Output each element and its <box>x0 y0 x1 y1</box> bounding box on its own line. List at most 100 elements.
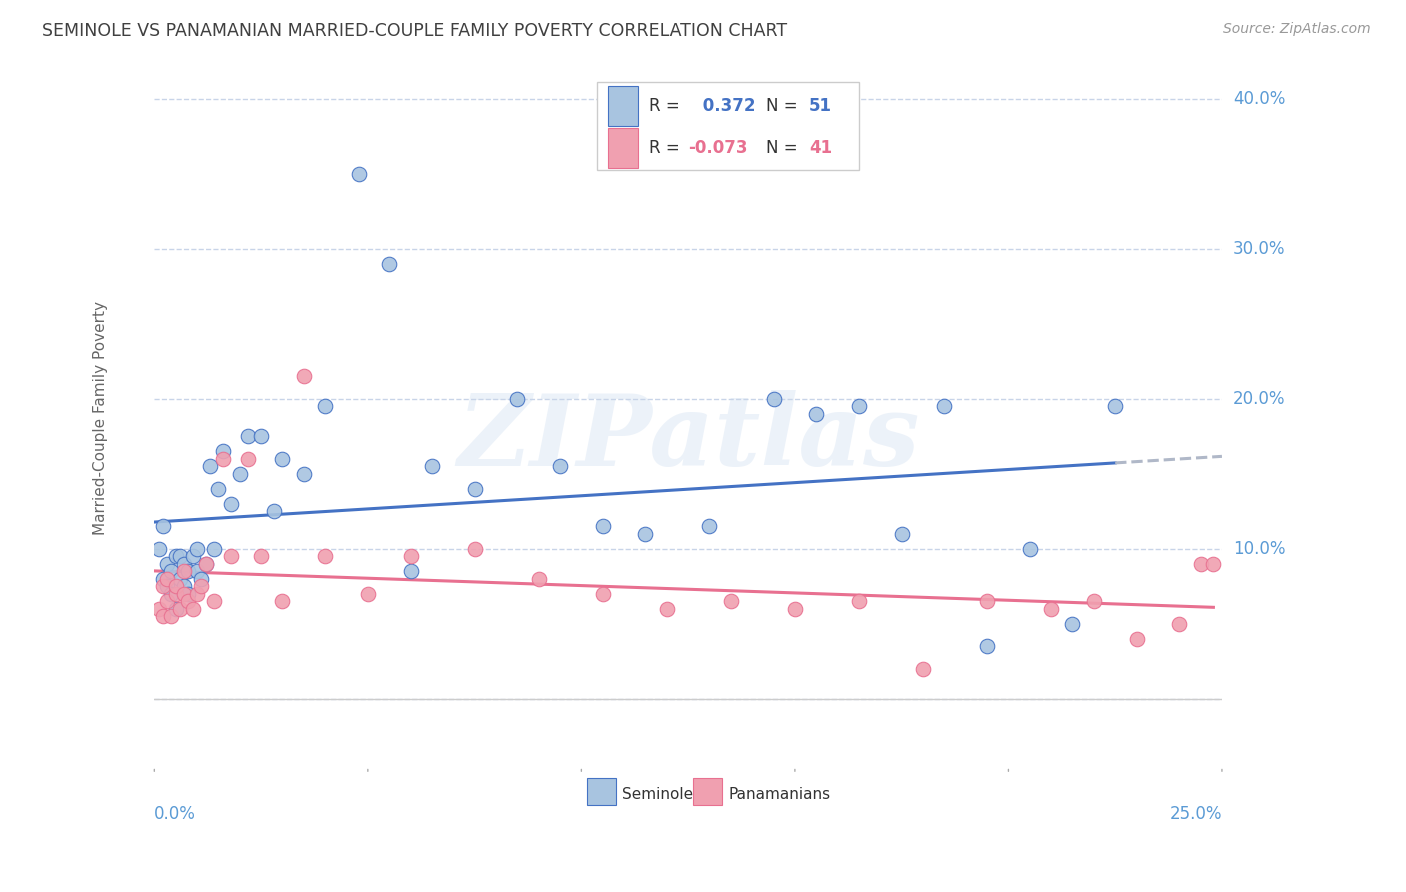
Text: 0.372: 0.372 <box>696 97 755 115</box>
Point <box>314 549 336 564</box>
Point <box>848 399 870 413</box>
Point <box>198 459 221 474</box>
Point <box>211 451 233 466</box>
Point <box>357 587 380 601</box>
Point <box>464 482 486 496</box>
Text: N =: N = <box>766 97 803 115</box>
Point <box>219 549 242 564</box>
Point <box>202 594 225 608</box>
Point <box>186 541 208 556</box>
Point <box>169 572 191 586</box>
Point <box>173 579 195 593</box>
Point <box>1040 602 1063 616</box>
Point <box>399 549 422 564</box>
Point <box>548 459 571 474</box>
Point <box>1189 557 1212 571</box>
Point <box>1202 557 1225 571</box>
Point <box>211 444 233 458</box>
Point <box>592 519 614 533</box>
Text: Married-Couple Family Poverty: Married-Couple Family Poverty <box>93 301 108 534</box>
Point <box>699 519 721 533</box>
Point <box>420 459 443 474</box>
FancyBboxPatch shape <box>693 779 723 805</box>
Text: Source: ZipAtlas.com: Source: ZipAtlas.com <box>1223 22 1371 37</box>
Point <box>173 565 195 579</box>
Point <box>399 565 422 579</box>
Point <box>976 594 998 608</box>
Point <box>181 549 204 564</box>
Point <box>720 594 742 608</box>
Point <box>1168 617 1191 632</box>
Point <box>152 579 174 593</box>
Point <box>1104 399 1126 413</box>
Point <box>181 602 204 616</box>
Text: 10.0%: 10.0% <box>1233 540 1285 558</box>
Text: Panamanians: Panamanians <box>728 787 831 802</box>
Point <box>634 527 657 541</box>
Point <box>186 565 208 579</box>
Point <box>177 594 200 608</box>
Text: 41: 41 <box>808 139 832 157</box>
Point <box>655 602 678 616</box>
Point <box>173 557 195 571</box>
Point <box>292 467 315 481</box>
Point <box>165 602 187 616</box>
Text: 20.0%: 20.0% <box>1233 390 1285 408</box>
Point <box>263 504 285 518</box>
Point <box>292 369 315 384</box>
Point <box>207 482 229 496</box>
Text: SEMINOLE VS PANAMANIAN MARRIED-COUPLE FAMILY POVERTY CORRELATION CHART: SEMINOLE VS PANAMANIAN MARRIED-COUPLE FA… <box>42 22 787 40</box>
Point <box>911 662 934 676</box>
Point <box>165 549 187 564</box>
Point <box>464 541 486 556</box>
FancyBboxPatch shape <box>607 86 638 127</box>
Text: 40.0%: 40.0% <box>1233 89 1285 108</box>
Point <box>219 497 242 511</box>
Point <box>806 407 828 421</box>
Point <box>1083 594 1105 608</box>
Point <box>173 587 195 601</box>
Point <box>228 467 250 481</box>
Point <box>156 579 179 593</box>
Point <box>934 399 956 413</box>
Point <box>194 557 217 571</box>
Point <box>156 572 179 586</box>
Text: 0.0%: 0.0% <box>155 805 197 823</box>
Text: ZIPatlas: ZIPatlas <box>457 390 920 487</box>
Text: N =: N = <box>766 139 803 157</box>
Point <box>378 257 401 271</box>
Point <box>349 167 371 181</box>
Point <box>848 594 870 608</box>
Point <box>238 429 260 443</box>
Point <box>592 587 614 601</box>
Text: 51: 51 <box>808 97 832 115</box>
Point <box>250 549 273 564</box>
Point <box>527 572 550 586</box>
Point <box>169 549 191 564</box>
Point <box>169 602 191 616</box>
FancyBboxPatch shape <box>586 779 616 805</box>
Text: -0.073: -0.073 <box>688 139 748 157</box>
FancyBboxPatch shape <box>607 128 638 169</box>
Point <box>238 451 260 466</box>
Point <box>1125 632 1147 646</box>
Point <box>177 565 200 579</box>
Point <box>762 392 785 406</box>
Point <box>890 527 912 541</box>
Text: R =: R = <box>648 97 685 115</box>
Point <box>148 541 170 556</box>
Point <box>160 587 183 601</box>
Point <box>160 565 183 579</box>
Text: 30.0%: 30.0% <box>1233 240 1285 258</box>
Point <box>190 572 212 586</box>
Point <box>271 594 294 608</box>
Text: Seminole: Seminole <box>621 787 693 802</box>
Text: R =: R = <box>648 139 685 157</box>
Point <box>190 579 212 593</box>
Point <box>148 602 170 616</box>
Point <box>152 572 174 586</box>
Point <box>314 399 336 413</box>
Point <box>271 451 294 466</box>
Point <box>186 587 208 601</box>
Point <box>783 602 806 616</box>
